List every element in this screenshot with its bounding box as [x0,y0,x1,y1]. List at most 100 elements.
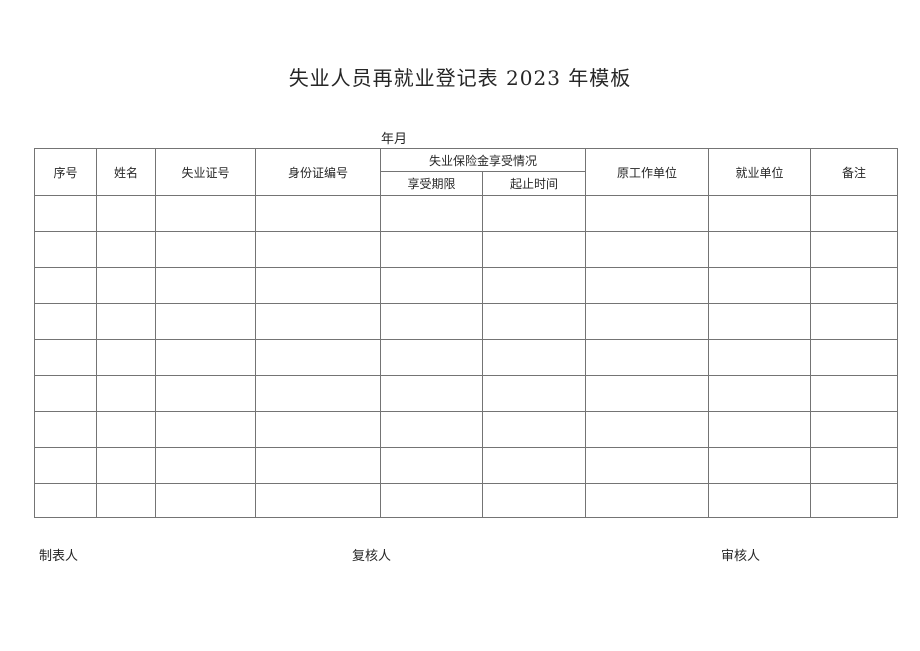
table-cell [380,231,483,268]
table-cell [481,231,587,268]
table-cell [255,447,381,484]
table-cell [481,195,587,232]
table-row [34,195,899,232]
table-cell [155,447,256,484]
table-cell [481,339,587,376]
table-cell [96,195,156,232]
table-cell [34,411,97,448]
table-cell [585,483,710,518]
table-row [34,231,899,268]
table-cell [255,339,381,376]
table-row [34,483,899,518]
table-cell [34,375,97,412]
reviewer-label: 复核人 [352,549,392,564]
table-cell [255,375,381,412]
table-cell [481,483,587,518]
table-cell [380,411,483,448]
table-header: 序号 姓名 失业证号 身份证编号 失业保险金享受情况 原工作单位 就业单位 备注… [34,148,899,196]
registration-table: 序号 姓名 失业证号 身份证编号 失业保险金享受情况 原工作单位 就业单位 备注… [34,148,899,518]
table-cell [380,447,483,484]
table-cell [155,303,256,340]
table-cell [255,195,381,232]
column-header-unemployment-cert-no: 失业证号 [155,148,256,196]
table-cell [380,375,483,412]
column-header-name: 姓名 [96,148,156,196]
table-cell [810,483,899,518]
table-cell [708,447,812,484]
table-cell [155,339,256,376]
table-cell [810,447,899,484]
table-cell [34,483,97,518]
table-cell [34,339,97,376]
table-cell [585,267,710,304]
table-cell [810,195,899,232]
column-header-insurance-group: 失业保险金享受情况 [379,148,587,172]
table-cell [155,231,256,268]
table-cell [34,195,97,232]
column-header-seq: 序号 [34,148,97,196]
table-cell [810,303,899,340]
table-cell [96,267,156,304]
table-cell [585,411,710,448]
table-cell [155,483,256,518]
auditor-label: 审核人 [721,549,761,564]
table-cell [96,375,156,412]
table-cell [34,303,97,340]
table-cell [96,303,156,340]
table-cell [481,375,587,412]
table-cell [585,231,710,268]
table-cell [708,195,812,232]
page-title: 失业人员再就业登记表 2023 年模板 [288,66,632,90]
table-body [34,195,899,518]
table-cell [481,267,587,304]
table-cell [255,411,381,448]
table-cell [810,267,899,304]
table-cell [34,267,97,304]
table-cell [708,231,812,268]
column-header-former-work-unit: 原工作单位 [585,148,710,196]
table-cell [708,411,812,448]
table-cell [810,231,899,268]
table-cell [481,303,587,340]
table-cell [255,267,381,304]
table-row [34,411,899,448]
column-header-employment-unit: 就业单位 [708,148,812,196]
table-cell [708,267,812,304]
table-cell [380,195,483,232]
table-cell [380,303,483,340]
header-row-sub: 享受期限 起止时间 [35,171,898,196]
table-row [34,267,899,304]
column-header-id-card-no: 身份证编号 [255,148,381,196]
table-cell [155,375,256,412]
table-row [34,339,899,376]
table-cell [708,375,812,412]
table-row [34,303,899,340]
column-header-start-end-time: 起止时间 [481,171,587,196]
table-cell [380,267,483,304]
table-cell [96,483,156,518]
table-cell [255,231,381,268]
column-header-remarks: 备注 [810,148,899,196]
column-header-benefit-period: 享受期限 [380,171,483,196]
table-cell [96,411,156,448]
table-cell [96,339,156,376]
table-cell [34,231,97,268]
table-cell [585,303,710,340]
table-cell [810,411,899,448]
table-cell [34,447,97,484]
table-cell [155,195,256,232]
table-cell [708,303,812,340]
table-cell [155,267,256,304]
table-cell [380,483,483,518]
table-cell [255,303,381,340]
date-label: 年月 [381,132,408,147]
table-cell [810,339,899,376]
table-cell [708,483,812,518]
table-row [34,375,899,412]
table-cell [481,447,587,484]
table-cell [585,339,710,376]
table-cell [96,447,156,484]
table-cell [585,375,710,412]
preparer-label: 制表人 [39,549,79,564]
